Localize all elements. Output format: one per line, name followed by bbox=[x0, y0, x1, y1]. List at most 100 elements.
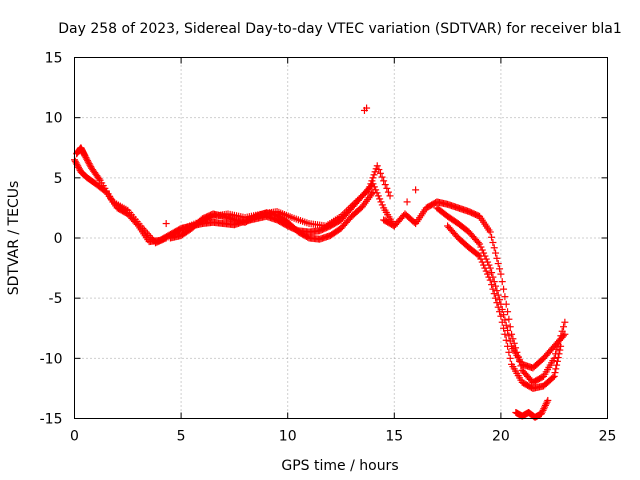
y-tick-label: -10 bbox=[40, 351, 63, 367]
data-point bbox=[474, 239, 482, 247]
x-tick-label: 10 bbox=[279, 429, 297, 445]
y-tick-label: 0 bbox=[54, 231, 63, 247]
data-point bbox=[497, 312, 505, 320]
data-point bbox=[480, 249, 488, 257]
data-point bbox=[489, 285, 497, 293]
y-axis-label: SDTVAR / TECUs bbox=[6, 181, 22, 296]
data-point bbox=[488, 233, 496, 241]
y-tick-labels: 15 10 5 0 -5 -10 -15 bbox=[40, 51, 63, 428]
data-point bbox=[369, 188, 377, 196]
data-point bbox=[506, 354, 514, 362]
data-point bbox=[490, 290, 498, 298]
data-point bbox=[74, 163, 82, 171]
data-point bbox=[497, 270, 505, 278]
data-point bbox=[74, 162, 82, 170]
data-point bbox=[478, 246, 486, 254]
data-point bbox=[363, 104, 371, 112]
data-point bbox=[551, 369, 559, 377]
data-point bbox=[540, 405, 548, 413]
data-point bbox=[95, 175, 103, 183]
data-point bbox=[383, 184, 391, 192]
data-point bbox=[362, 189, 370, 197]
data-point bbox=[378, 201, 386, 209]
data-point bbox=[368, 177, 376, 185]
data-point bbox=[367, 180, 375, 188]
data-point bbox=[71, 157, 79, 165]
data-point bbox=[477, 243, 485, 251]
data-point bbox=[161, 235, 169, 243]
data-point bbox=[543, 398, 551, 406]
data-point bbox=[82, 154, 90, 162]
x-tick-label: 25 bbox=[599, 429, 617, 445]
data-point bbox=[354, 196, 362, 204]
data-point bbox=[476, 240, 484, 248]
data-point bbox=[541, 401, 549, 409]
data-point bbox=[376, 195, 384, 203]
data-point bbox=[538, 408, 546, 416]
data-point bbox=[550, 354, 558, 362]
data-point bbox=[412, 186, 420, 194]
data-point bbox=[501, 293, 509, 301]
data-point bbox=[360, 190, 368, 198]
data-point bbox=[493, 254, 501, 262]
data-point bbox=[494, 260, 502, 268]
data-point bbox=[476, 252, 484, 260]
data-point bbox=[482, 267, 490, 275]
data-point bbox=[490, 244, 498, 252]
data-point bbox=[541, 403, 549, 411]
data-point bbox=[86, 161, 94, 169]
data-point bbox=[489, 239, 497, 247]
data-point bbox=[537, 410, 545, 418]
data-point bbox=[477, 255, 485, 263]
data-point bbox=[554, 354, 562, 362]
data-point bbox=[550, 372, 558, 380]
data-point bbox=[381, 181, 389, 189]
y-tick-label: 15 bbox=[45, 51, 63, 67]
data-point bbox=[549, 374, 557, 382]
data-point bbox=[561, 318, 569, 326]
data-point bbox=[84, 158, 92, 166]
data-point bbox=[557, 342, 565, 350]
data-point bbox=[560, 332, 568, 340]
data-point bbox=[485, 273, 493, 281]
x-axis-label: GPS time / hours bbox=[281, 458, 398, 474]
data-point bbox=[496, 265, 504, 273]
y-tick-label: 5 bbox=[54, 171, 63, 187]
data-point bbox=[81, 152, 89, 160]
data-point bbox=[403, 198, 411, 206]
data-point bbox=[498, 318, 506, 326]
data-point bbox=[365, 186, 373, 194]
data-point bbox=[75, 165, 83, 173]
y-tick-label: 10 bbox=[45, 111, 63, 127]
data-point bbox=[500, 285, 508, 293]
data-point bbox=[553, 361, 561, 369]
data-point bbox=[375, 166, 383, 174]
data-point bbox=[371, 168, 379, 176]
data-point bbox=[373, 189, 381, 197]
data-point bbox=[542, 400, 550, 408]
data-point bbox=[474, 251, 482, 259]
data-point bbox=[162, 220, 170, 228]
plot-frame bbox=[74, 57, 608, 419]
data-point bbox=[504, 342, 512, 350]
data-point bbox=[496, 308, 504, 316]
data-point bbox=[85, 160, 93, 168]
data-point bbox=[484, 270, 492, 278]
x-tick-label: 5 bbox=[177, 429, 186, 445]
data-point bbox=[363, 187, 371, 195]
data-point bbox=[500, 324, 508, 332]
data-point bbox=[386, 192, 394, 200]
data-point bbox=[486, 228, 494, 236]
data-point bbox=[83, 155, 91, 163]
data-point bbox=[478, 258, 486, 266]
data-point bbox=[488, 281, 496, 289]
data-points bbox=[71, 104, 569, 421]
data-point bbox=[480, 261, 488, 269]
data-point bbox=[355, 195, 363, 203]
data-point bbox=[378, 173, 386, 181]
data-point bbox=[380, 177, 388, 185]
data-point bbox=[505, 332, 513, 340]
data-point bbox=[369, 174, 377, 182]
data-point bbox=[494, 303, 502, 311]
